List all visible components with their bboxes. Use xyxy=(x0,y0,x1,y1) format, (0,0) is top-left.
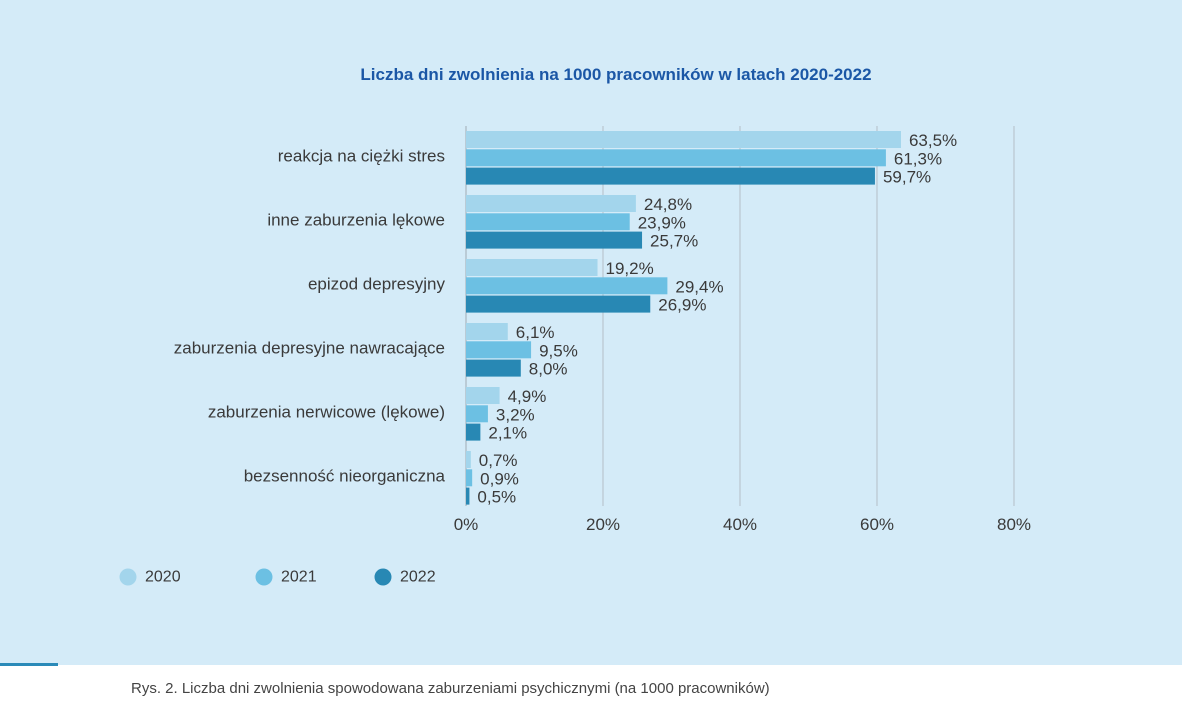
value-label: 9,5% xyxy=(539,341,578,360)
category-label: reakcja na ciężki stres xyxy=(278,146,445,165)
chart-panel xyxy=(0,0,1182,665)
legend-label: 2020 xyxy=(145,569,181,586)
x-tick-label: 60% xyxy=(860,515,894,534)
legend-marker-2021 xyxy=(255,568,273,586)
bars: 63,5%61,3%59,7% 24,8%23,9%25,7% 19,2% 29,4%… xyxy=(466,131,957,507)
x-tick-label: 80% xyxy=(997,515,1031,534)
value-label: 23,9% xyxy=(638,213,686,232)
bar-2021 xyxy=(466,469,473,487)
category-labels: reakcja na ciężki stres inne zaburzenia l… xyxy=(174,146,446,485)
bar-2020 xyxy=(466,259,598,276)
bar-2020 xyxy=(466,387,500,404)
category-label: bezsenność nieorganiczna xyxy=(244,466,446,485)
bar-chart: Liczba dni zwolnienia na 1000 pracownikó… xyxy=(119,65,1031,586)
legend-label: 2022 xyxy=(400,569,436,586)
bar-2021 xyxy=(466,277,668,295)
bar-2020 xyxy=(466,451,471,468)
chart-title: Liczba dni zwolnienia na 1000 pracownikó… xyxy=(360,65,871,84)
value-label: 63,5% xyxy=(909,131,957,150)
legend-label: 2021 xyxy=(281,569,317,586)
value-label: 61,3% xyxy=(894,149,942,168)
value-label: 29,4% xyxy=(675,277,723,296)
bar-2022 xyxy=(466,231,643,249)
value-label: 19,2% xyxy=(606,259,654,278)
bar-2022 xyxy=(466,167,875,185)
value-label: 8,0% xyxy=(529,360,568,379)
bar-2022 xyxy=(466,295,651,313)
x-axis-ticks: 0% 20% 40% 60% 80% xyxy=(454,515,1031,534)
bar-2020 xyxy=(466,323,508,340)
value-label: 26,9% xyxy=(658,296,706,315)
value-label: 59,7% xyxy=(883,168,931,187)
bar-2020 xyxy=(466,131,901,148)
figure-caption: Rys. 2. Liczba dni zwolnienia spowodowan… xyxy=(131,680,770,697)
accent-line xyxy=(0,663,58,666)
value-label: 0,5% xyxy=(477,488,516,507)
value-label: 6,1% xyxy=(516,323,555,342)
value-label: 3,2% xyxy=(496,405,535,424)
x-tick-label: 0% xyxy=(454,515,479,534)
bar-2022 xyxy=(466,487,470,505)
x-tick-label: 40% xyxy=(723,515,757,534)
x-tick-label: 20% xyxy=(586,515,620,534)
bar-2021 xyxy=(466,213,630,231)
legend-marker-2020 xyxy=(119,568,137,586)
value-label: 2,1% xyxy=(488,424,527,443)
bar-2022 xyxy=(466,423,481,441)
bar-2021 xyxy=(466,149,886,167)
value-label: 0,7% xyxy=(479,451,518,470)
value-label: 4,9% xyxy=(508,387,547,406)
legend: 2020 2021 2022 xyxy=(119,568,436,586)
bar-2020 xyxy=(466,195,636,212)
bar-2021 xyxy=(466,405,488,423)
category-label: inne zaburzenia lękowe xyxy=(267,210,445,229)
category-label: zaburzenia nerwicowe (lękowe) xyxy=(208,402,445,421)
value-label: 24,8% xyxy=(644,195,692,214)
bar-2021 xyxy=(466,341,532,359)
category-label: epizod depresyjny xyxy=(308,274,446,293)
value-label: 0,9% xyxy=(480,469,519,488)
bar-2022 xyxy=(466,359,521,377)
category-label: zaburzenia depresyjne nawracające xyxy=(174,338,445,357)
value-label: 25,7% xyxy=(650,232,698,251)
legend-marker-2022 xyxy=(374,568,392,586)
grid-lines xyxy=(465,126,1015,506)
